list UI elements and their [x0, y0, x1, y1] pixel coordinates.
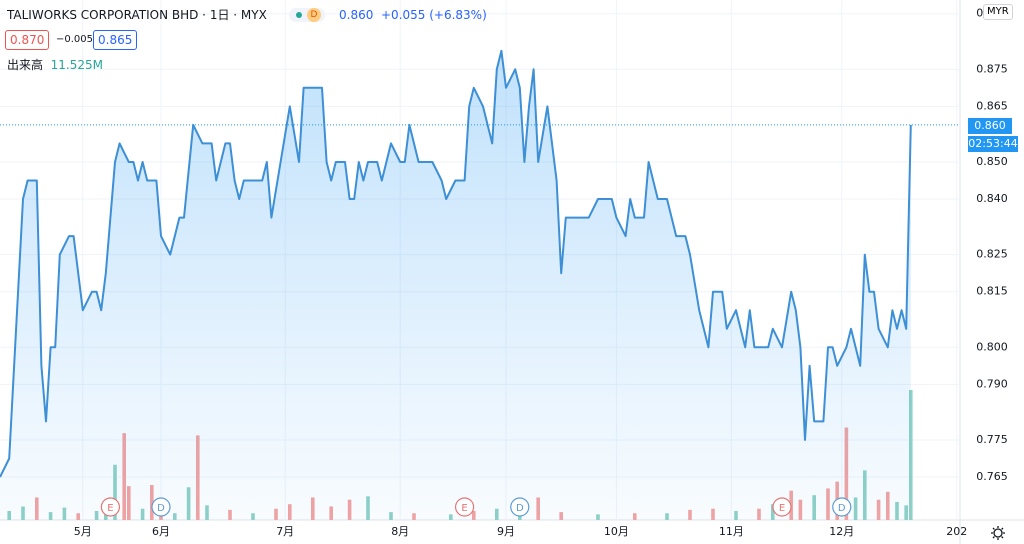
y-tick-label: 0.815: [976, 285, 1008, 298]
y-tick-label: 0.790: [976, 377, 1008, 390]
y-tick-label: 0.800: [976, 340, 1008, 353]
x-tick-label: 12月: [829, 525, 854, 538]
event-circle: [454, 497, 475, 517]
price-area: [0, 50, 911, 521]
event-label: D: [516, 503, 524, 514]
event-marker[interactable]: E: [454, 497, 475, 517]
last-price: 0.860: [339, 8, 374, 22]
spread: −0.005: [56, 34, 94, 45]
event-marker[interactable]: D: [832, 497, 852, 517]
event-label: D: [157, 503, 165, 514]
status-pill: D: [289, 8, 325, 22]
volume-value: 11.525M: [50, 58, 103, 72]
currency-button[interactable]: MYR: [983, 4, 1013, 20]
price-tag: 0.860: [968, 118, 1012, 134]
delay-badge: D: [307, 8, 321, 22]
y-tick-label: 0.865: [976, 99, 1008, 112]
x-tick-label: 7月: [276, 525, 294, 538]
x-tick-label: 5月: [74, 525, 92, 538]
event-label: D: [838, 503, 846, 514]
event-marker[interactable]: D: [510, 497, 530, 517]
event-marker[interactable]: D: [151, 497, 171, 517]
x-tick-label: 8月: [391, 525, 409, 538]
y-tick-label: 0.765: [976, 470, 1008, 483]
symbol-line: TALIWORKS CORPORATION BHD · 1日 · MYX: [7, 8, 267, 22]
y-tick-label: 0.875: [976, 62, 1008, 75]
change: +0.055 (+6.83%): [381, 8, 487, 22]
x-tick-label: 202: [946, 525, 967, 538]
countdown: 02:53:44: [968, 136, 1018, 152]
price-line: [0, 49, 912, 478]
y-tick-label: 0.825: [976, 248, 1008, 261]
event-circle: [832, 497, 852, 517]
volume-label: 出来高: [7, 58, 44, 72]
event-marker[interactable]: E: [100, 497, 120, 517]
event-marker[interactable]: E: [772, 497, 792, 517]
y-tick-label: 0.840: [976, 192, 1008, 205]
market-dot: [296, 12, 302, 18]
symbol: TALIWORKS CORPORATION BHD: [7, 8, 199, 22]
event-circle: [510, 497, 530, 517]
event-label: E: [461, 503, 467, 514]
event-circle: [772, 497, 792, 517]
interval[interactable]: 1日: [209, 8, 230, 22]
x-tick-label: 6月: [152, 525, 170, 538]
quote: 0.860 +0.055 (+6.83%): [339, 7, 487, 23]
y-tick-label: 0.850: [976, 155, 1008, 168]
event-circle: [100, 497, 120, 517]
volume-line: 出来高 11.525M: [7, 57, 103, 73]
buy-price[interactable]: 0.865: [93, 30, 138, 50]
exchange: MYX: [240, 8, 267, 22]
x-tick-label: 10月: [604, 525, 629, 538]
settings-icon[interactable]: [991, 526, 1005, 540]
event-label: E: [779, 503, 785, 514]
event-label: E: [107, 503, 113, 514]
x-tick-label: 11月: [719, 525, 744, 538]
y-tick-label: 0.775: [976, 433, 1008, 446]
sell-price[interactable]: 0.870: [5, 30, 50, 50]
event-circle: [151, 497, 171, 517]
x-tick-label: 9月: [497, 525, 515, 538]
